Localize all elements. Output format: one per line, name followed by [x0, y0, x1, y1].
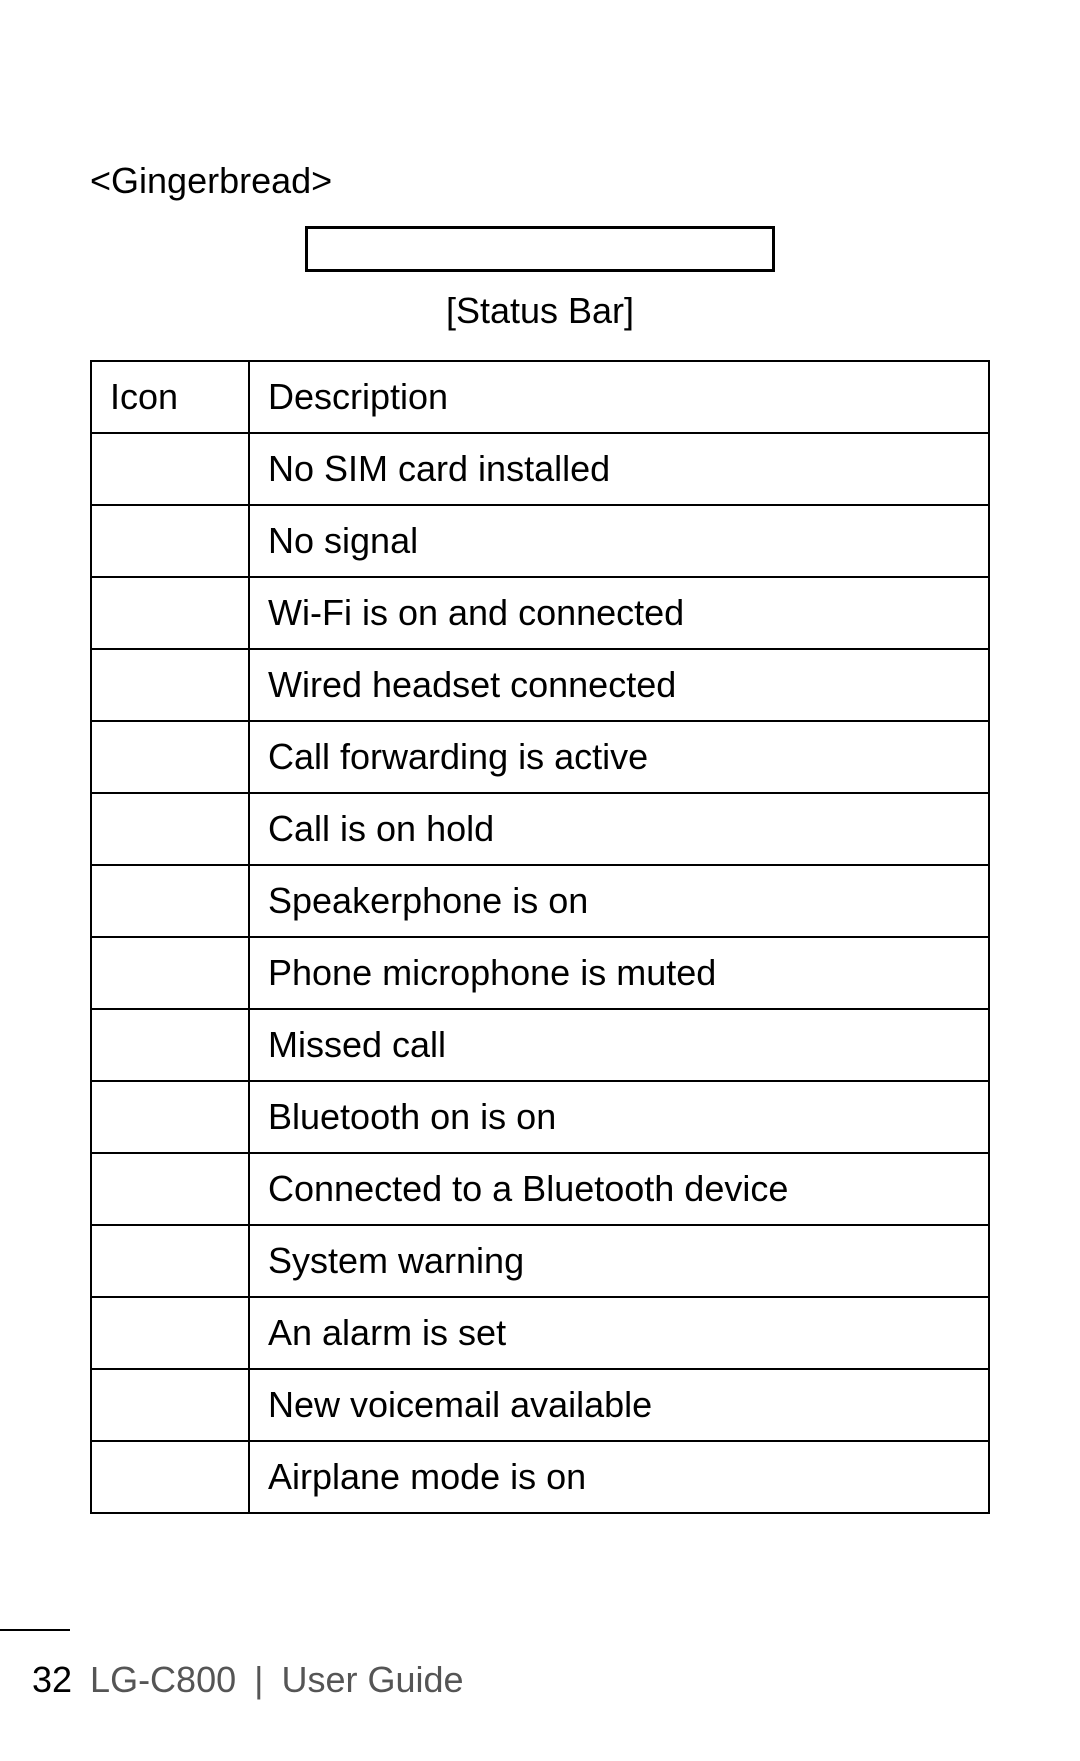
footer-rule	[0, 1629, 70, 1631]
footer-model: LG-C800	[90, 1659, 236, 1701]
section-heading: <Gingerbread>	[90, 160, 990, 202]
table-cell-icon	[91, 1297, 249, 1369]
table-cell-icon	[91, 721, 249, 793]
table-cell-description: Call forwarding is active	[249, 721, 989, 793]
table-cell-icon	[91, 505, 249, 577]
table-row: Wired headset connected	[91, 649, 989, 721]
table-header-description: Description	[249, 361, 989, 433]
table-cell-description: Phone microphone is muted	[249, 937, 989, 1009]
page-footer: 32 LG-C800 | User Guide	[0, 1659, 464, 1701]
table-cell-description: Call is on hold	[249, 793, 989, 865]
table-row: Connected to a Bluetooth device	[91, 1153, 989, 1225]
table-cell-icon	[91, 433, 249, 505]
footer-separator: |	[254, 1659, 263, 1701]
table-cell-description: System warning	[249, 1225, 989, 1297]
table-cell-icon	[91, 937, 249, 1009]
icon-description-table: Icon Description No SIM card installedNo…	[90, 360, 990, 1514]
table-cell-icon	[91, 1441, 249, 1513]
table-row: Missed call	[91, 1009, 989, 1081]
table-cell-icon	[91, 1153, 249, 1225]
table-cell-description: Missed call	[249, 1009, 989, 1081]
table-cell-description: Wired headset connected	[249, 649, 989, 721]
table-cell-description: Wi-Fi is on and connected	[249, 577, 989, 649]
table-cell-description: No SIM card installed	[249, 433, 989, 505]
table-cell-icon	[91, 1369, 249, 1441]
table-row: No SIM card installed	[91, 433, 989, 505]
table-cell-description: New voicemail available	[249, 1369, 989, 1441]
footer-guide: User Guide	[281, 1659, 463, 1701]
table-cell-description: No signal	[249, 505, 989, 577]
table-row: Phone microphone is muted	[91, 937, 989, 1009]
table-cell-description: An alarm is set	[249, 1297, 989, 1369]
status-bar-label: [Status Bar]	[90, 290, 990, 332]
table-row: System warning	[91, 1225, 989, 1297]
table-header-row: Icon Description	[91, 361, 989, 433]
table-row: Speakerphone is on	[91, 865, 989, 937]
table-row: Call forwarding is active	[91, 721, 989, 793]
table-row: Wi-Fi is on and connected	[91, 577, 989, 649]
table-cell-description: Speakerphone is on	[249, 865, 989, 937]
table-cell-icon	[91, 577, 249, 649]
table-cell-icon	[91, 1009, 249, 1081]
table-row: New voicemail available	[91, 1369, 989, 1441]
table-cell-description: Bluetooth on is on	[249, 1081, 989, 1153]
document-page: <Gingerbread> [Status Bar] Icon Descript…	[0, 0, 1080, 1761]
table-cell-icon	[91, 1081, 249, 1153]
table-cell-icon	[91, 865, 249, 937]
page-number: 32	[32, 1659, 72, 1701]
table-cell-description: Connected to a Bluetooth device	[249, 1153, 989, 1225]
table-row: Airplane mode is on	[91, 1441, 989, 1513]
table-cell-icon	[91, 1225, 249, 1297]
table-row: Call is on hold	[91, 793, 989, 865]
table-header-icon: Icon	[91, 361, 249, 433]
table-cell-icon	[91, 649, 249, 721]
status-bar-placeholder-box	[305, 226, 775, 272]
table-row: No signal	[91, 505, 989, 577]
table-cell-icon	[91, 793, 249, 865]
table-cell-description: Airplane mode is on	[249, 1441, 989, 1513]
table-row: An alarm is set	[91, 1297, 989, 1369]
table-row: Bluetooth on is on	[91, 1081, 989, 1153]
